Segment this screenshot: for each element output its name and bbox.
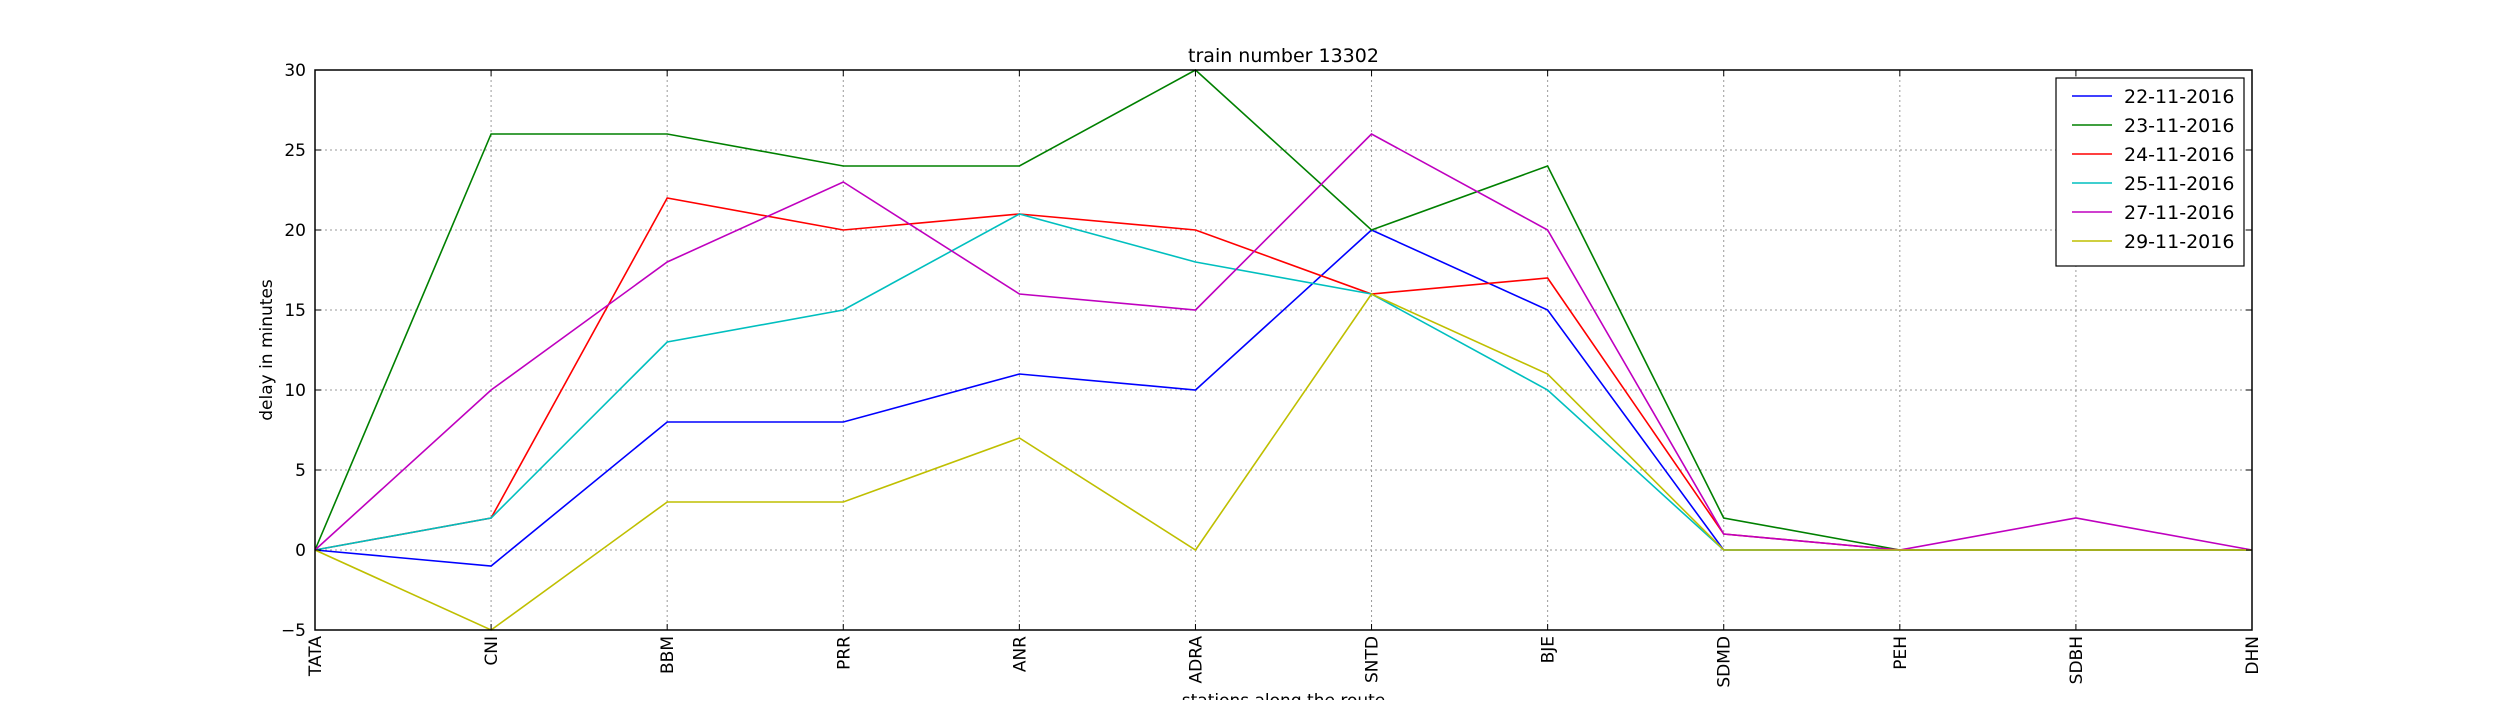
- series-line-24-11-2016: [314, 197, 2252, 551]
- series-lines: [314, 69, 2253, 631]
- legend-label: 29-11-2016: [2124, 231, 2234, 253]
- plot-frame: [314, 69, 2253, 631]
- series-line-22-11-2016: [314, 229, 2252, 567]
- y-tick-label: −5: [281, 621, 306, 641]
- series-line-29-11-2016: [314, 292, 2252, 631]
- x-tick-label: TATA: [306, 636, 326, 677]
- x-tick-label: BJE: [1539, 636, 1559, 663]
- axis-ticks: −5 0 5 10 15 20 25 30 TATA CNI BBM PRR ANR ADRA SNTD BJ…: [281, 61, 2263, 688]
- x-tick-label: PEH: [1891, 636, 1911, 670]
- y-tick-label: 10: [284, 381, 306, 401]
- legend-label: 22-11-2016: [2124, 86, 2234, 108]
- y-tick-label: 15: [284, 301, 306, 321]
- x-tick-label: SDMD: [1715, 636, 1735, 688]
- series-line-27-11-2016: [314, 133, 2253, 551]
- x-tick-label: ADRA: [1186, 636, 1206, 684]
- x-tick-label: SNTD: [1363, 636, 1383, 683]
- x-tick-label: SDBH: [2067, 636, 2087, 684]
- x-tick-label: ANR: [1010, 636, 1030, 672]
- y-tick-label: 30: [284, 61, 306, 81]
- chart-title: train number 13302: [1188, 45, 1379, 67]
- y-tick-label: 25: [284, 141, 306, 161]
- legend-label: 27-11-2016: [2124, 202, 2234, 224]
- legend-label: 23-11-2016: [2124, 115, 2234, 137]
- y-axis-label: delay in minutes: [257, 279, 277, 421]
- x-tick-label: BBM: [658, 636, 678, 674]
- series-line-25-11-2016: [314, 213, 2252, 551]
- y-tick-label: 5: [295, 461, 306, 481]
- legend-label: 25-11-2016: [2124, 173, 2234, 195]
- legend: 22-11-2016 23-11-2016 24-11-2016 25-11-2016…: [2055, 77, 2245, 267]
- x-axis-label: stations along the route: [1182, 691, 1386, 700]
- grid: [314, 69, 2253, 631]
- x-tick-label: PRR: [834, 636, 854, 670]
- x-tick-label: DHN: [2243, 636, 2263, 675]
- legend-label: 24-11-2016: [2124, 144, 2234, 166]
- y-tick-label: 0: [295, 541, 306, 561]
- y-tick-label: 20: [284, 221, 306, 241]
- legend-box: [2055, 77, 2245, 267]
- x-tick-label: CNI: [482, 636, 502, 666]
